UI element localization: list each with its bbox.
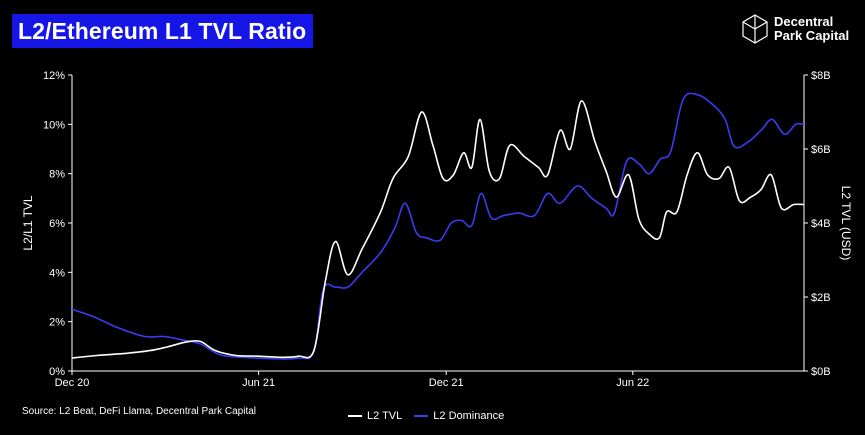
chart-title: L2/Ethereum L1 TVL Ratio <box>12 14 314 48</box>
logo-line-1: Decentral <box>774 14 834 29</box>
right-tick-label: $0B <box>811 366 831 378</box>
left-tick-label: 4% <box>49 267 65 279</box>
left-tick-label: 6% <box>49 218 65 230</box>
left-tick-label: 10% <box>43 119 65 131</box>
left-tick-label: 0% <box>49 366 65 378</box>
right-tick-label: $8B <box>811 70 831 82</box>
right-tick-label: $6B <box>811 144 831 156</box>
x-tick-label: Dec 20 <box>55 377 90 389</box>
chart-series <box>71 92 805 360</box>
series-line-l2-dominance <box>71 92 805 360</box>
legend-item-l2-dominance: L2 Dominance <box>414 410 504 422</box>
right-axis-title: L2 TVL (USD) <box>839 186 853 261</box>
logo-line-2: Park Capital <box>774 28 850 43</box>
chart-axes: 0% 2% 4% 6% 8% 10% 12% $0B $2B $4B $6B $8B Dec 20 Jun… <box>21 70 853 389</box>
hexagon-logo-icon <box>742 14 768 44</box>
legend-swatch-l2-tvl <box>348 415 362 417</box>
left-axis-title: L2/L1 TVL <box>21 195 35 250</box>
legend-item-l2-tvl: L2 TVL <box>348 410 402 422</box>
chart-legend: L2 TVL L2 Dominance <box>348 410 516 422</box>
x-tick-label: Dec 21 <box>429 377 464 389</box>
source-note: Source: L2 Beat, DeFi Llama, Decentral P… <box>22 406 256 417</box>
series-line-l2-tvl <box>71 100 805 359</box>
brand-logo: Decentral Park Capital <box>742 14 849 44</box>
x-tick-label: Jun 21 <box>242 377 275 389</box>
left-tick-label: 2% <box>49 317 65 329</box>
legend-swatch-l2-dominance <box>414 415 429 417</box>
left-tick-label: 12% <box>43 70 65 82</box>
legend-label-l2-dominance: L2 Dominance <box>433 410 505 422</box>
left-tick-label: 8% <box>49 169 65 181</box>
right-tick-label: $4B <box>811 218 831 230</box>
right-tick-label: $2B <box>811 292 831 304</box>
legend-label-l2-tvl: L2 TVL <box>367 410 403 422</box>
x-tick-label: Jun 22 <box>616 377 649 389</box>
